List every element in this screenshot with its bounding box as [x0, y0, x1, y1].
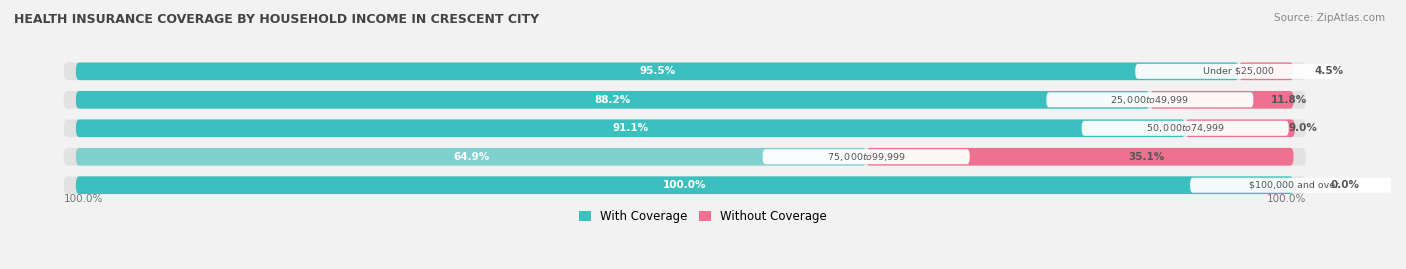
FancyBboxPatch shape [1081, 121, 1289, 136]
Text: $50,000 to $74,999: $50,000 to $74,999 [1146, 122, 1225, 134]
Text: 88.2%: 88.2% [595, 95, 631, 105]
FancyBboxPatch shape [76, 176, 1294, 194]
FancyBboxPatch shape [76, 148, 866, 166]
FancyBboxPatch shape [63, 148, 1306, 166]
FancyBboxPatch shape [762, 149, 970, 164]
Text: $100,000 and over: $100,000 and over [1249, 181, 1339, 190]
Legend: With Coverage, Without Coverage: With Coverage, Without Coverage [574, 206, 832, 228]
FancyBboxPatch shape [76, 62, 1239, 80]
FancyBboxPatch shape [63, 62, 1306, 80]
Text: Under $25,000: Under $25,000 [1204, 67, 1274, 76]
FancyBboxPatch shape [1150, 91, 1294, 109]
FancyBboxPatch shape [1135, 64, 1343, 79]
FancyBboxPatch shape [76, 119, 1185, 137]
Text: $75,000 to $99,999: $75,000 to $99,999 [827, 151, 905, 163]
Text: 100.0%: 100.0% [1267, 194, 1306, 204]
Text: $25,000 to $49,999: $25,000 to $49,999 [1111, 94, 1189, 106]
Text: Source: ZipAtlas.com: Source: ZipAtlas.com [1274, 13, 1385, 23]
FancyBboxPatch shape [76, 91, 1150, 109]
Text: 91.1%: 91.1% [613, 123, 648, 133]
Text: HEALTH INSURANCE COVERAGE BY HOUSEHOLD INCOME IN CRESCENT CITY: HEALTH INSURANCE COVERAGE BY HOUSEHOLD I… [14, 13, 538, 26]
Text: 100.0%: 100.0% [63, 194, 103, 204]
FancyBboxPatch shape [1046, 92, 1253, 107]
Text: 95.5%: 95.5% [640, 66, 675, 76]
FancyBboxPatch shape [63, 119, 1306, 137]
Text: 4.5%: 4.5% [1315, 66, 1344, 76]
Text: 0.0%: 0.0% [1330, 180, 1360, 190]
Text: 35.1%: 35.1% [1129, 152, 1164, 162]
FancyBboxPatch shape [63, 176, 1306, 194]
Text: 100.0%: 100.0% [664, 180, 706, 190]
FancyBboxPatch shape [63, 91, 1306, 109]
FancyBboxPatch shape [1239, 62, 1294, 80]
Text: 64.9%: 64.9% [453, 152, 489, 162]
Text: 9.0%: 9.0% [1289, 123, 1317, 133]
FancyBboxPatch shape [1189, 178, 1398, 193]
FancyBboxPatch shape [866, 148, 1294, 166]
FancyBboxPatch shape [1185, 119, 1295, 137]
Text: 11.8%: 11.8% [1271, 95, 1306, 105]
